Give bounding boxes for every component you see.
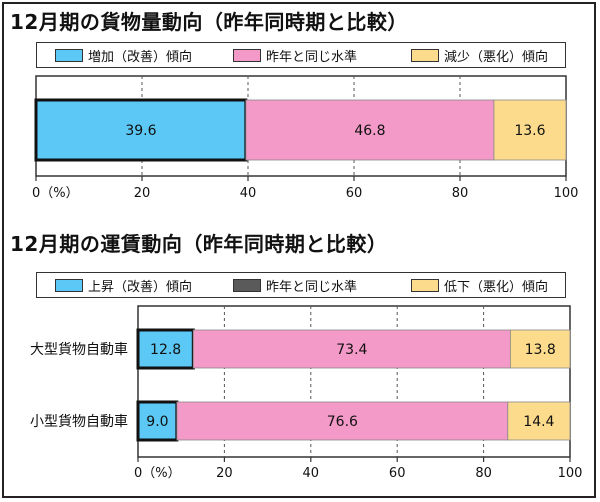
legend-swatch-fare-decrease: [411, 278, 439, 292]
legend-label-cargo-increase: 増加（改善）傾向: [88, 49, 193, 65]
data-label-cargo-0-0: 39.6: [125, 123, 156, 139]
category-label-fare-1: 小型貨物自動車: [30, 413, 128, 430]
tick-label-cargo-4: 80: [452, 186, 469, 201]
chart-title-fare: 12月期の運賃動向（昨年同時期と比較）: [10, 232, 388, 256]
tick-label-fare-5: 100: [558, 466, 583, 481]
tick-label-cargo-1: 20: [134, 186, 151, 201]
legend-swatch-fare-increase: [55, 278, 83, 292]
tick-label-fare-3: 60: [389, 466, 406, 481]
legend-item-fare-decrease: 低下（悪化）傾向: [411, 277, 549, 295]
data-label-fare-0-0: 12.8: [150, 342, 181, 358]
figure-frame: [2, 2, 596, 498]
legend-swatch-cargo-decrease: [411, 48, 439, 62]
legend-label-fare-increase: 上昇（改善）傾向: [88, 279, 193, 295]
tick-label-fare-2: 40: [303, 466, 320, 481]
legend-item-cargo-decrease: 減少（悪化）傾向: [411, 47, 549, 65]
legend-fare: 上昇（改善）傾向 昨年と同じ水準 低下（悪化）傾向: [36, 272, 566, 298]
tick-label-cargo-0: 0（%）: [32, 186, 79, 201]
legend-item-fare-same: 昨年と同じ水準: [233, 277, 358, 295]
data-label-fare-1-0: 9.0: [146, 414, 168, 430]
tick-label-fare-0: 0（%）: [134, 466, 181, 481]
legend-item-cargo-increase: 増加（改善）傾向: [55, 47, 193, 65]
legend-cargo: 増加（改善）傾向 昨年と同じ水準 減少（悪化）傾向: [36, 42, 566, 68]
tick-label-fare-4: 80: [475, 466, 492, 481]
legend-swatch-fare-same: [233, 278, 261, 292]
data-label-fare-0-1: 73.4: [336, 342, 367, 358]
bar-segment-cargo-0-1: [245, 99, 495, 161]
data-label-fare-1-2: 14.4: [523, 414, 554, 430]
bar-segment-fare-1-1: [176, 401, 509, 441]
bar-segment-fare-1-2: [507, 401, 571, 441]
tick-label-cargo-5: 100: [554, 186, 579, 201]
data-label-cargo-0-1: 46.8: [354, 123, 385, 139]
legend-item-fare-increase: 上昇（改善）傾向: [55, 277, 193, 295]
legend-item-cargo-same: 昨年と同じ水準: [233, 47, 358, 65]
tick-label-cargo-2: 40: [240, 186, 257, 201]
bar-segment-cargo-0-2: [493, 99, 567, 161]
tick-label-fare-1: 20: [216, 466, 233, 481]
data-label-fare-0-2: 13.8: [525, 342, 556, 358]
bar-segment-fare-0-2: [509, 329, 571, 369]
data-label-cargo-0-2: 13.6: [514, 123, 545, 139]
category-label-fare-0: 大型貨物自動車: [30, 341, 128, 358]
legend-label-cargo-same: 昨年と同じ水準: [266, 49, 358, 65]
tick-label-cargo-3: 60: [346, 186, 363, 201]
legend-label-cargo-decrease: 減少（悪化）傾向: [444, 49, 549, 65]
legend-label-fare-same: 昨年と同じ水準: [266, 279, 358, 295]
legend-swatch-cargo-increase: [55, 48, 83, 62]
bar-segment-fare-0-1: [192, 329, 511, 369]
chart-title-cargo: 12月期の貨物量動向（昨年同時期と比較）: [10, 10, 408, 34]
data-label-fare-1-1: 76.6: [327, 414, 358, 430]
plot-frame-fare: [137, 305, 571, 458]
legend-swatch-cargo-same: [233, 48, 261, 62]
legend-label-fare-decrease: 低下（悪化）傾向: [444, 279, 549, 295]
